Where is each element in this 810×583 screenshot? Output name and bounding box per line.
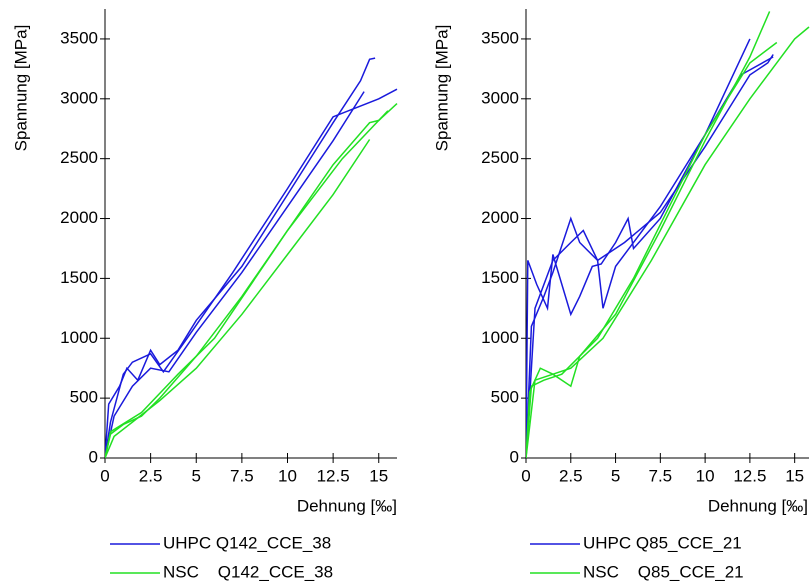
data-line — [105, 110, 389, 459]
legend-label: UHPC Q142_CCE_38 — [163, 533, 331, 552]
x-tick-label: 10 — [696, 466, 715, 485]
y-tick-label: 2000 — [481, 208, 519, 227]
y-tick-label: 1000 — [60, 328, 98, 347]
x-tick-label: 7.5 — [230, 466, 254, 485]
x-tick-label: 5 — [611, 466, 620, 485]
data-line — [105, 139, 371, 459]
legend-label: UHPC Q85_CCE_21 — [583, 533, 742, 552]
plot-lines — [526, 11, 810, 459]
y-tick-label: 2500 — [60, 148, 98, 167]
data-line — [526, 38, 751, 459]
y-tick-label: 1500 — [60, 268, 98, 287]
data-line — [105, 57, 376, 459]
x-tick-label: 2.5 — [139, 466, 163, 485]
x-tick-label: 0 — [100, 466, 109, 485]
x-tick-label: 5 — [192, 466, 201, 485]
x-axis-label: Dehnung [‰] — [708, 496, 808, 515]
y-tick-label: 3500 — [481, 28, 519, 47]
y-tick-label: 1500 — [481, 268, 519, 287]
y-tick-label: 3000 — [60, 88, 98, 107]
x-tick-label: 15 — [369, 466, 388, 485]
y-tick-label: 0 — [510, 447, 519, 466]
x-tick-label: 7.5 — [649, 466, 673, 485]
x-tick-label: 0 — [521, 466, 530, 485]
x-axis-label: Dehnung [‰] — [297, 496, 397, 515]
data-line — [526, 41, 778, 459]
y-tick-label: 1000 — [481, 328, 519, 347]
plot-lines — [105, 57, 398, 459]
data-line — [526, 11, 771, 459]
x-tick-label: 12.5 — [317, 466, 350, 485]
legend-label: NSC Q85_CCE_21 — [583, 562, 744, 581]
legend-label: NSC Q142_CCE_38 — [163, 562, 333, 581]
y-tick-label: 0 — [89, 447, 98, 466]
data-line — [105, 88, 398, 459]
x-tick-label: 2.5 — [559, 466, 583, 485]
y-axis-label: Spannung [MPa] — [432, 25, 451, 152]
y-tick-label: 500 — [70, 388, 98, 407]
y-tick-label: 3000 — [481, 88, 519, 107]
data-line — [105, 103, 398, 459]
x-tick-label: 10 — [278, 466, 297, 485]
y-tick-label: 500 — [491, 388, 519, 407]
x-tick-label: 12.5 — [733, 466, 766, 485]
y-tick-label: 3500 — [60, 28, 98, 47]
data-line — [526, 56, 774, 459]
x-tick-label: 15 — [785, 466, 804, 485]
y-tick-label: 2000 — [60, 208, 98, 227]
data-line — [526, 26, 810, 459]
data-line — [105, 91, 365, 459]
data-line — [526, 54, 774, 459]
y-tick-label: 2500 — [481, 148, 519, 167]
y-axis-label: Spannung [MPa] — [11, 25, 30, 152]
